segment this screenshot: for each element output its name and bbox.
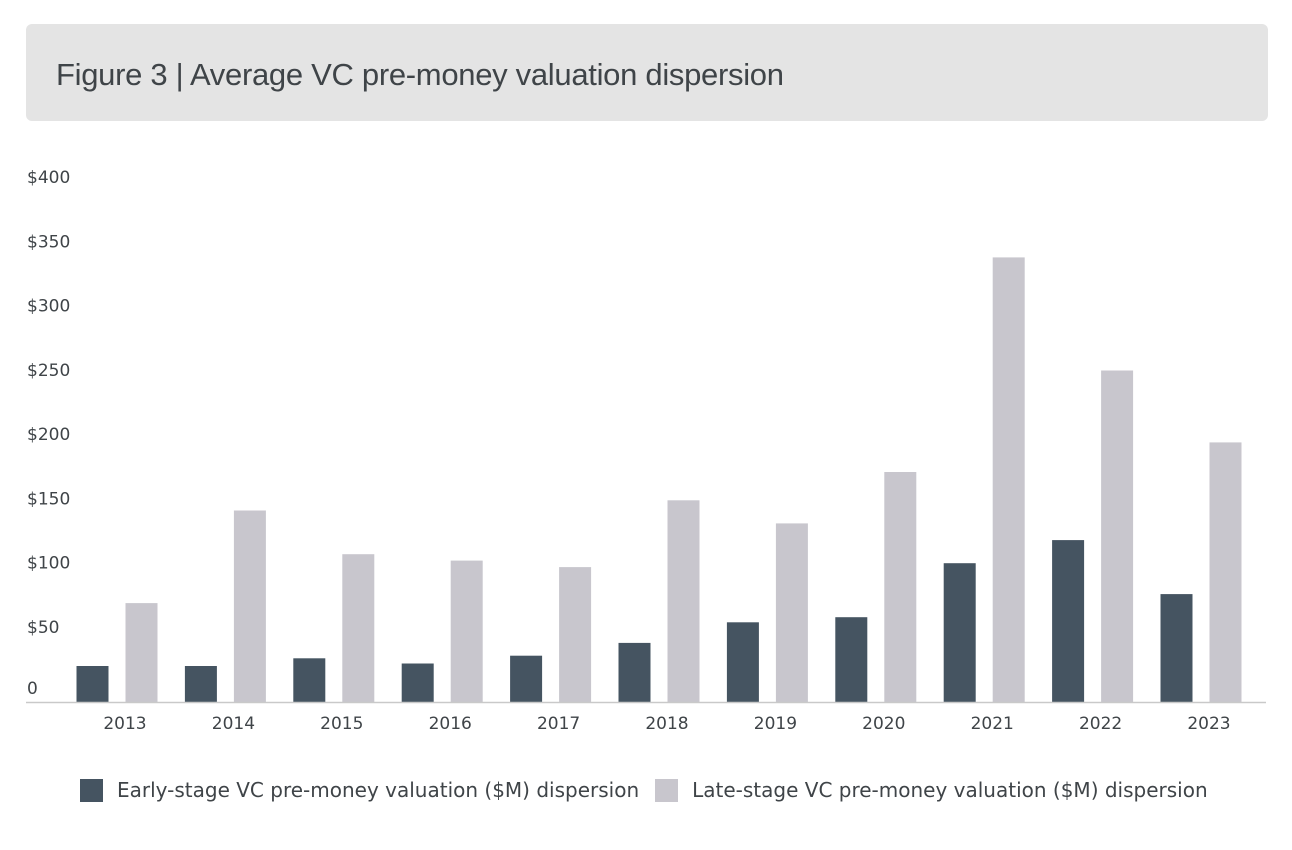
bar-late-2022 (1101, 370, 1134, 702)
bar-early-2019 (726, 622, 759, 702)
x-tick-label: 2016 (429, 714, 472, 734)
y-tick-label: 0 (27, 679, 38, 699)
title-bar: Figure 3 | Average VC pre-money valuatio… (26, 24, 1268, 121)
bar-early-2023 (1160, 594, 1193, 702)
x-tick-label: 2015 (320, 714, 363, 734)
y-tick-label: $200 (27, 425, 70, 445)
legend-item-early: Early-stage VC pre-money valuation ($M) … (80, 778, 639, 802)
bar-early-2020 (835, 617, 868, 702)
x-tick-label: 2019 (754, 714, 797, 734)
x-tick-label: 2018 (645, 714, 688, 734)
x-tick-label: 2020 (862, 714, 905, 734)
bar-early-2016 (401, 663, 434, 702)
y-tick-label: $100 (27, 554, 70, 574)
bar-late-2020 (884, 472, 917, 702)
bar-early-2014 (184, 666, 217, 702)
legend-swatch-late (655, 778, 679, 802)
bar-late-2019 (775, 523, 808, 702)
bar-early-2013 (76, 666, 109, 702)
legend-label-early: Early-stage VC pre-money valuation ($M) … (117, 778, 640, 802)
bar-late-2014 (233, 510, 266, 702)
x-axis: 2013 2014 2015 2016 2017 2018 2019 2020 2021 2022… (103, 714, 1230, 734)
bar-late-2018 (667, 500, 700, 702)
y-tick-label: $250 (27, 361, 70, 381)
bar-late-2023 (1209, 442, 1242, 702)
chart-title: Figure 3 | Average VC pre-money valuatio… (56, 57, 784, 92)
y-tick-label: $150 (27, 489, 70, 509)
bar-late-2015 (342, 554, 375, 702)
y-axis: 0 $50 $100 $150 $200 $250 $300 $350 $400 (27, 168, 70, 699)
x-tick-label: 2017 (537, 714, 580, 734)
bars (76, 257, 1242, 702)
bar-early-2015 (293, 658, 326, 702)
bar-late-2021 (992, 257, 1025, 702)
x-tick-label: 2021 (971, 714, 1014, 734)
bar-late-2017 (559, 567, 592, 702)
legend: Early-stage VC pre-money valuation ($M) … (80, 778, 1224, 802)
bar-late-2016 (450, 560, 483, 702)
bar-early-2018 (618, 642, 651, 702)
bar-late-2013 (125, 603, 158, 702)
bar-early-2017 (510, 655, 543, 702)
legend-item-late: Late-stage VC pre-money valuation ($M) d… (655, 778, 1208, 802)
bar-early-2022 (1052, 540, 1085, 702)
y-tick-label: $350 (27, 232, 70, 252)
legend-label-late: Late-stage VC pre-money valuation ($M) d… (692, 778, 1208, 802)
y-tick-label: $300 (27, 297, 70, 317)
y-tick-label: $50 (27, 618, 59, 638)
x-tick-label: 2022 (1079, 714, 1122, 734)
legend-swatch-early (80, 778, 103, 802)
chart: 0$50$100$150$200$250$300$350$400 2013 201… (26, 168, 1266, 734)
bar-early-2021 (943, 563, 976, 702)
x-tick-label: 2023 (1187, 714, 1230, 734)
x-tick-label: 2013 (103, 714, 146, 734)
y-tick-label: $400 (27, 168, 70, 188)
x-tick-label: 2014 (212, 714, 255, 734)
